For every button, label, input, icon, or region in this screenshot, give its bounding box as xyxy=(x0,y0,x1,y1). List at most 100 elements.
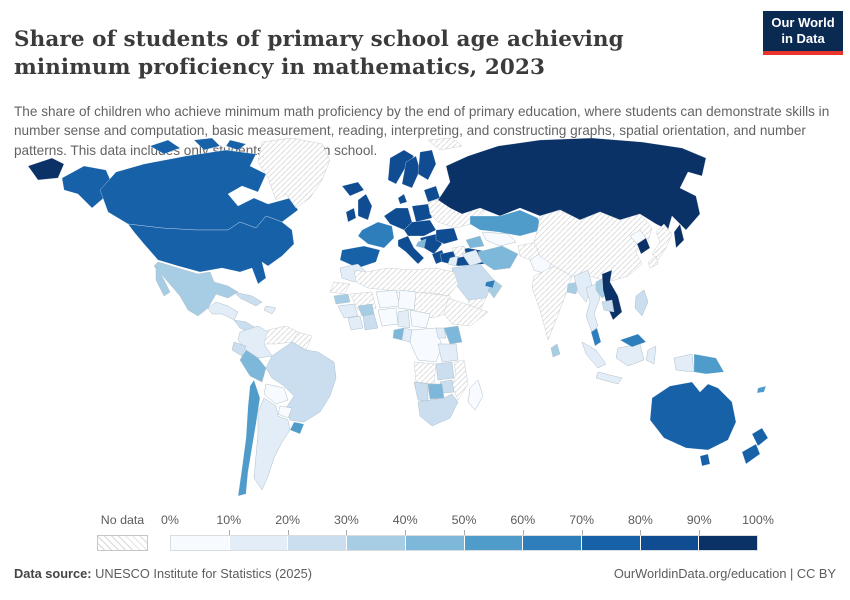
country-china-mongolia[interactable] xyxy=(533,209,653,283)
country-argentina[interactable] xyxy=(253,397,291,491)
country-united-kingdom[interactable] xyxy=(357,193,373,221)
legend-segment-10%-20%[interactable] xyxy=(228,536,288,550)
country-uzbekistan[interactable] xyxy=(481,231,517,247)
legend-segment-80%-90%[interactable] xyxy=(639,536,699,550)
country-kenya[interactable] xyxy=(443,325,463,345)
country-mozambique[interactable] xyxy=(451,359,469,401)
country-hispaniola[interactable] xyxy=(263,305,277,315)
country-france[interactable] xyxy=(357,221,395,249)
country-ghana[interactable] xyxy=(362,313,379,331)
country-greenland[interactable] xyxy=(257,138,331,209)
country-peru[interactable] xyxy=(239,349,267,383)
country-canada-arctic-2[interactable] xyxy=(193,138,221,151)
country-cameroon[interactable] xyxy=(397,309,411,329)
country-horn-of-africa[interactable] xyxy=(443,297,489,327)
country-tasmania[interactable] xyxy=(699,453,711,467)
country-ecuador[interactable] xyxy=(231,341,247,357)
country-sumatra[interactable] xyxy=(581,341,607,369)
legend-segment-0%-10%[interactable] xyxy=(171,536,229,550)
country-kalimantan[interactable] xyxy=(615,343,645,367)
legend-segment-40%-50%[interactable] xyxy=(404,536,464,550)
country-cuba[interactable] xyxy=(233,291,263,307)
country-japan[interactable] xyxy=(651,223,673,261)
legend-segment-30%-40%[interactable] xyxy=(346,536,405,550)
country-iceland[interactable] xyxy=(341,181,365,197)
country-svalbard[interactable] xyxy=(427,138,463,151)
country-india[interactable] xyxy=(531,265,573,341)
country-ireland[interactable] xyxy=(345,207,357,223)
country-mexico[interactable] xyxy=(153,261,239,317)
country-java[interactable] xyxy=(595,371,623,385)
country-canada-arctic-1[interactable] xyxy=(149,139,181,155)
legend-segment-70%-80%[interactable] xyxy=(580,536,640,550)
country-uruguay[interactable] xyxy=(289,421,305,435)
country-central-america[interactable] xyxy=(207,301,239,321)
country-fiji[interactable] xyxy=(756,385,767,394)
country-japan-south[interactable] xyxy=(647,255,659,269)
country-united-states[interactable] xyxy=(127,215,295,285)
country-madagascar[interactable] xyxy=(467,379,484,411)
country-vietnam[interactable] xyxy=(601,269,623,321)
country-iberia[interactable] xyxy=(339,245,381,269)
country-malaysia-borneo[interactable] xyxy=(619,333,647,348)
country-sri-lanka[interactable] xyxy=(550,343,561,358)
country-jordan-israel[interactable] xyxy=(447,255,459,267)
country-papua-new-guinea[interactable] xyxy=(693,353,725,375)
country-sulawesi[interactable] xyxy=(645,345,657,365)
legend-no-data-swatch[interactable] xyxy=(97,535,148,551)
country-russia[interactable] xyxy=(437,138,707,231)
country-bosnia[interactable] xyxy=(415,238,427,249)
country-poland[interactable] xyxy=(411,203,433,223)
country-south-korea[interactable] xyxy=(636,237,651,255)
country-central-african-republic[interactable] xyxy=(409,309,431,329)
country-denmark[interactable] xyxy=(397,193,408,205)
legend-segment-90%-100%[interactable] xyxy=(698,536,758,550)
country-tanzania[interactable] xyxy=(437,343,459,363)
country-namibia[interactable] xyxy=(413,381,429,403)
country-south-africa[interactable] xyxy=(417,393,459,427)
country-angola[interactable] xyxy=(413,361,437,385)
country-mexico-baja[interactable] xyxy=(155,265,171,297)
country-brazil[interactable] xyxy=(265,341,337,423)
country-west-papua[interactable] xyxy=(673,353,695,373)
legend-segment-60%-70%[interactable] xyxy=(522,536,581,550)
country-norway[interactable] xyxy=(387,149,415,185)
country-iran[interactable] xyxy=(477,245,519,271)
country-western-sahara[interactable] xyxy=(329,281,351,295)
country-italy[interactable] xyxy=(397,235,425,265)
country-sudan[interactable] xyxy=(413,291,453,319)
country-paraguay[interactable] xyxy=(277,405,293,419)
country-malaysia-peninsula[interactable] xyxy=(590,327,602,347)
country-philippines[interactable] xyxy=(634,289,649,317)
country-canada-arctic-3[interactable] xyxy=(225,139,247,151)
legend-segment-20%-30%[interactable] xyxy=(287,536,347,550)
country-romania-bulgaria[interactable] xyxy=(435,227,459,245)
country-niger[interactable] xyxy=(375,289,401,309)
legend-segment-50%-60%[interactable] xyxy=(463,536,523,550)
country-nigeria[interactable] xyxy=(377,307,399,327)
country-finland[interactable] xyxy=(417,149,437,181)
country-australia[interactable] xyxy=(649,381,737,451)
country-guinea[interactable] xyxy=(337,303,359,319)
country-bolivia[interactable] xyxy=(263,383,289,405)
country-bangladesh[interactable] xyxy=(566,281,579,295)
country-russia-chukotka[interactable] xyxy=(27,157,65,181)
country-north-africa[interactable] xyxy=(353,267,459,297)
country-uae[interactable] xyxy=(484,279,496,289)
country-russia-sakhalin[interactable] xyxy=(673,223,685,249)
country-botswana[interactable] xyxy=(427,383,445,400)
country-chad[interactable] xyxy=(397,289,417,311)
owid-logo-line1: Our World xyxy=(771,15,835,31)
country-senegal[interactable] xyxy=(333,293,351,305)
country-new-zealand-north[interactable] xyxy=(751,427,769,447)
country-cambodia[interactable] xyxy=(601,299,615,313)
country-new-zealand-south[interactable] xyxy=(741,443,761,465)
country-kazakhstan[interactable] xyxy=(469,209,543,237)
country-uganda[interactable] xyxy=(435,327,447,339)
country-zambia[interactable] xyxy=(435,361,455,381)
country-chile[interactable] xyxy=(237,379,261,497)
country-caucasus[interactable] xyxy=(465,235,485,249)
country-sweden[interactable] xyxy=(401,155,421,189)
legend-no-data[interactable]: No data xyxy=(97,513,148,551)
country-ivory-coast[interactable] xyxy=(347,315,364,331)
